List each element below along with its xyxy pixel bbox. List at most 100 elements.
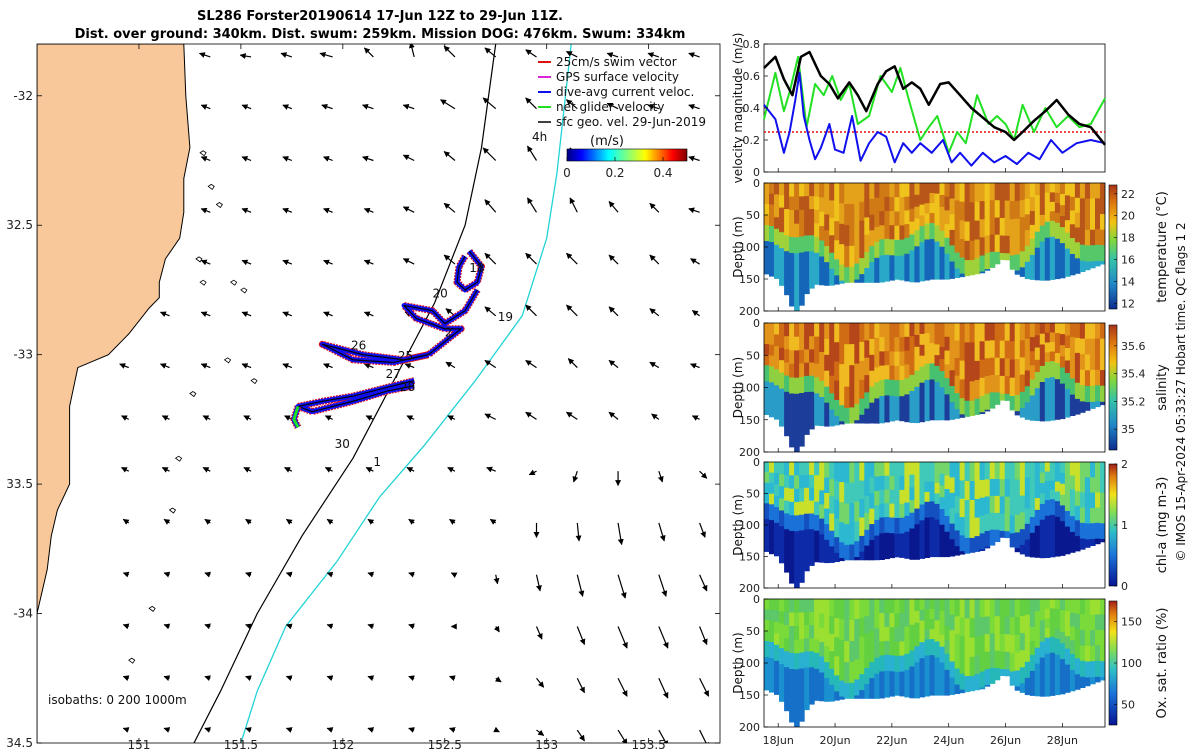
cell-1-58-mid [1054, 363, 1061, 380]
vector-r12-c8 [448, 675, 456, 682]
cell-0-21-2 [869, 214, 875, 231]
cell-1-20-2 [864, 357, 870, 376]
cell-1-62-1 [1074, 337, 1081, 354]
cell-3-58-2 [1054, 618, 1061, 630]
cell-0-64-0 [1084, 183, 1091, 200]
cell-2-35-1 [939, 473, 946, 486]
cell-3-3-0 [779, 599, 785, 612]
cell-3-29-3 [909, 637, 915, 652]
vector-r4-c9 [484, 252, 497, 265]
cell-0-42-1 [974, 201, 981, 222]
day-label-9: 1 [373, 455, 381, 469]
cell-0-7-2 [799, 209, 805, 224]
cell-3-12-0 [824, 599, 830, 616]
cell-3-27-deep [899, 671, 905, 697]
cell-1-7-1 [799, 336, 805, 351]
cell-2-3-deep [779, 526, 785, 564]
cell-3-26-1 [894, 613, 900, 628]
cell-3-42-mid [974, 674, 981, 691]
vector-r5-c10 [525, 304, 537, 317]
vector-r4-c8 [443, 254, 456, 265]
cell-3-23-3 [879, 641, 885, 656]
vector-r13-c4 [285, 727, 293, 733]
cell-3-52-0 [1024, 599, 1031, 616]
cell-1-45-mid [989, 392, 996, 409]
cell-1-28-0 [904, 323, 910, 338]
cell-0-21-0 [869, 183, 875, 200]
cell-1-0-deep [764, 381, 770, 415]
cell-3-10-mid [814, 652, 820, 670]
vector-r8-c10 [528, 469, 537, 476]
cell-3-31-mid [919, 642, 926, 659]
cell-0-45-0 [989, 183, 996, 201]
cell-1-21-mid [869, 386, 875, 404]
cell-2-5-2 [789, 488, 795, 503]
cell-2-66-3 [1095, 507, 1101, 524]
cell-3-28-mid [904, 653, 910, 671]
cell-3-21-deep [869, 678, 875, 699]
cell-3-22-0 [874, 599, 880, 615]
cell-1-16-mid [844, 407, 850, 424]
cell-0-34-3 [934, 214, 941, 227]
cell-3-64-1 [1084, 614, 1091, 631]
cell-1-26-mid [894, 380, 900, 397]
cell-1-16-3 [844, 386, 850, 409]
cell-1-56-1 [1044, 332, 1051, 344]
vector-r10-c14 [699, 574, 708, 592]
cell-0-8-1 [804, 196, 810, 210]
cell-2-50-3 [1014, 514, 1021, 533]
cell-0-26-2 [894, 211, 900, 227]
cell-3-21-2 [869, 630, 875, 647]
cell-1-44-deep [984, 409, 991, 412]
cell-1-21-1 [869, 338, 875, 356]
cell-1-33-mid [929, 363, 936, 381]
cell-3-53-2 [1029, 627, 1036, 642]
cell-1-55-deep [1039, 382, 1046, 422]
vector-r3-c5 [323, 207, 333, 214]
cell-1-23-1 [879, 337, 885, 352]
cell-1-39-3 [959, 379, 966, 399]
section-field-0 [764, 183, 1105, 311]
cell-1-10-2 [814, 350, 820, 365]
cell-0-61-mid [1069, 238, 1076, 255]
cell-0-18-0 [854, 183, 860, 204]
cell-2-25-3 [889, 503, 895, 519]
cell-0-2-2 [774, 205, 780, 218]
cell-0-47-2 [999, 218, 1006, 237]
cell-1-14-1 [834, 342, 840, 362]
cell-1-47-mid [999, 393, 1006, 401]
vector-r10-c10 [535, 574, 542, 592]
cell-3-55-mid [1039, 641, 1046, 659]
cell-0-30-mid [914, 230, 920, 247]
cell-3-67-mid [1100, 661, 1105, 678]
cell-2-45-3 [989, 512, 996, 531]
cell-3-55-deep [1039, 657, 1046, 697]
vel-ytick-label-1: 0.2 [743, 134, 761, 147]
cell-0-43-0 [979, 183, 986, 202]
cell-3-23-0 [879, 599, 885, 614]
cell-0-13-2 [829, 217, 835, 236]
cell-0-28-3 [904, 224, 910, 239]
vector-r2-c14 [688, 155, 700, 162]
cell-1-57-mid [1049, 361, 1056, 378]
cell-1-30-mid [914, 370, 920, 388]
cell-0-39-3 [959, 239, 966, 259]
cell-3-26-2 [894, 627, 900, 643]
cell-2-33-mid [929, 501, 936, 518]
cell-1-15-1 [839, 343, 845, 365]
cell-3-21-mid [869, 662, 875, 679]
cell-2-38-1 [954, 479, 961, 497]
cell-1-37-deep [949, 402, 956, 420]
vector-r2-c3 [241, 156, 252, 162]
cell-1-30-deep [914, 386, 920, 424]
cell-3-11-mid [819, 656, 825, 674]
cell-3-30-3 [914, 634, 920, 647]
cell-0-51-mid [1019, 251, 1026, 268]
cell-3-67-deep [1100, 677, 1105, 681]
cell-3-13-1 [829, 616, 835, 635]
cell-3-52-mid [1024, 661, 1031, 679]
legend-sfc-geo: sfc geo. vel. 29-Jun-2019 [538, 115, 706, 129]
vector-r12-c9 [494, 676, 502, 683]
cell-3-36-1 [944, 612, 951, 627]
cell-3-1-deep [769, 658, 775, 693]
